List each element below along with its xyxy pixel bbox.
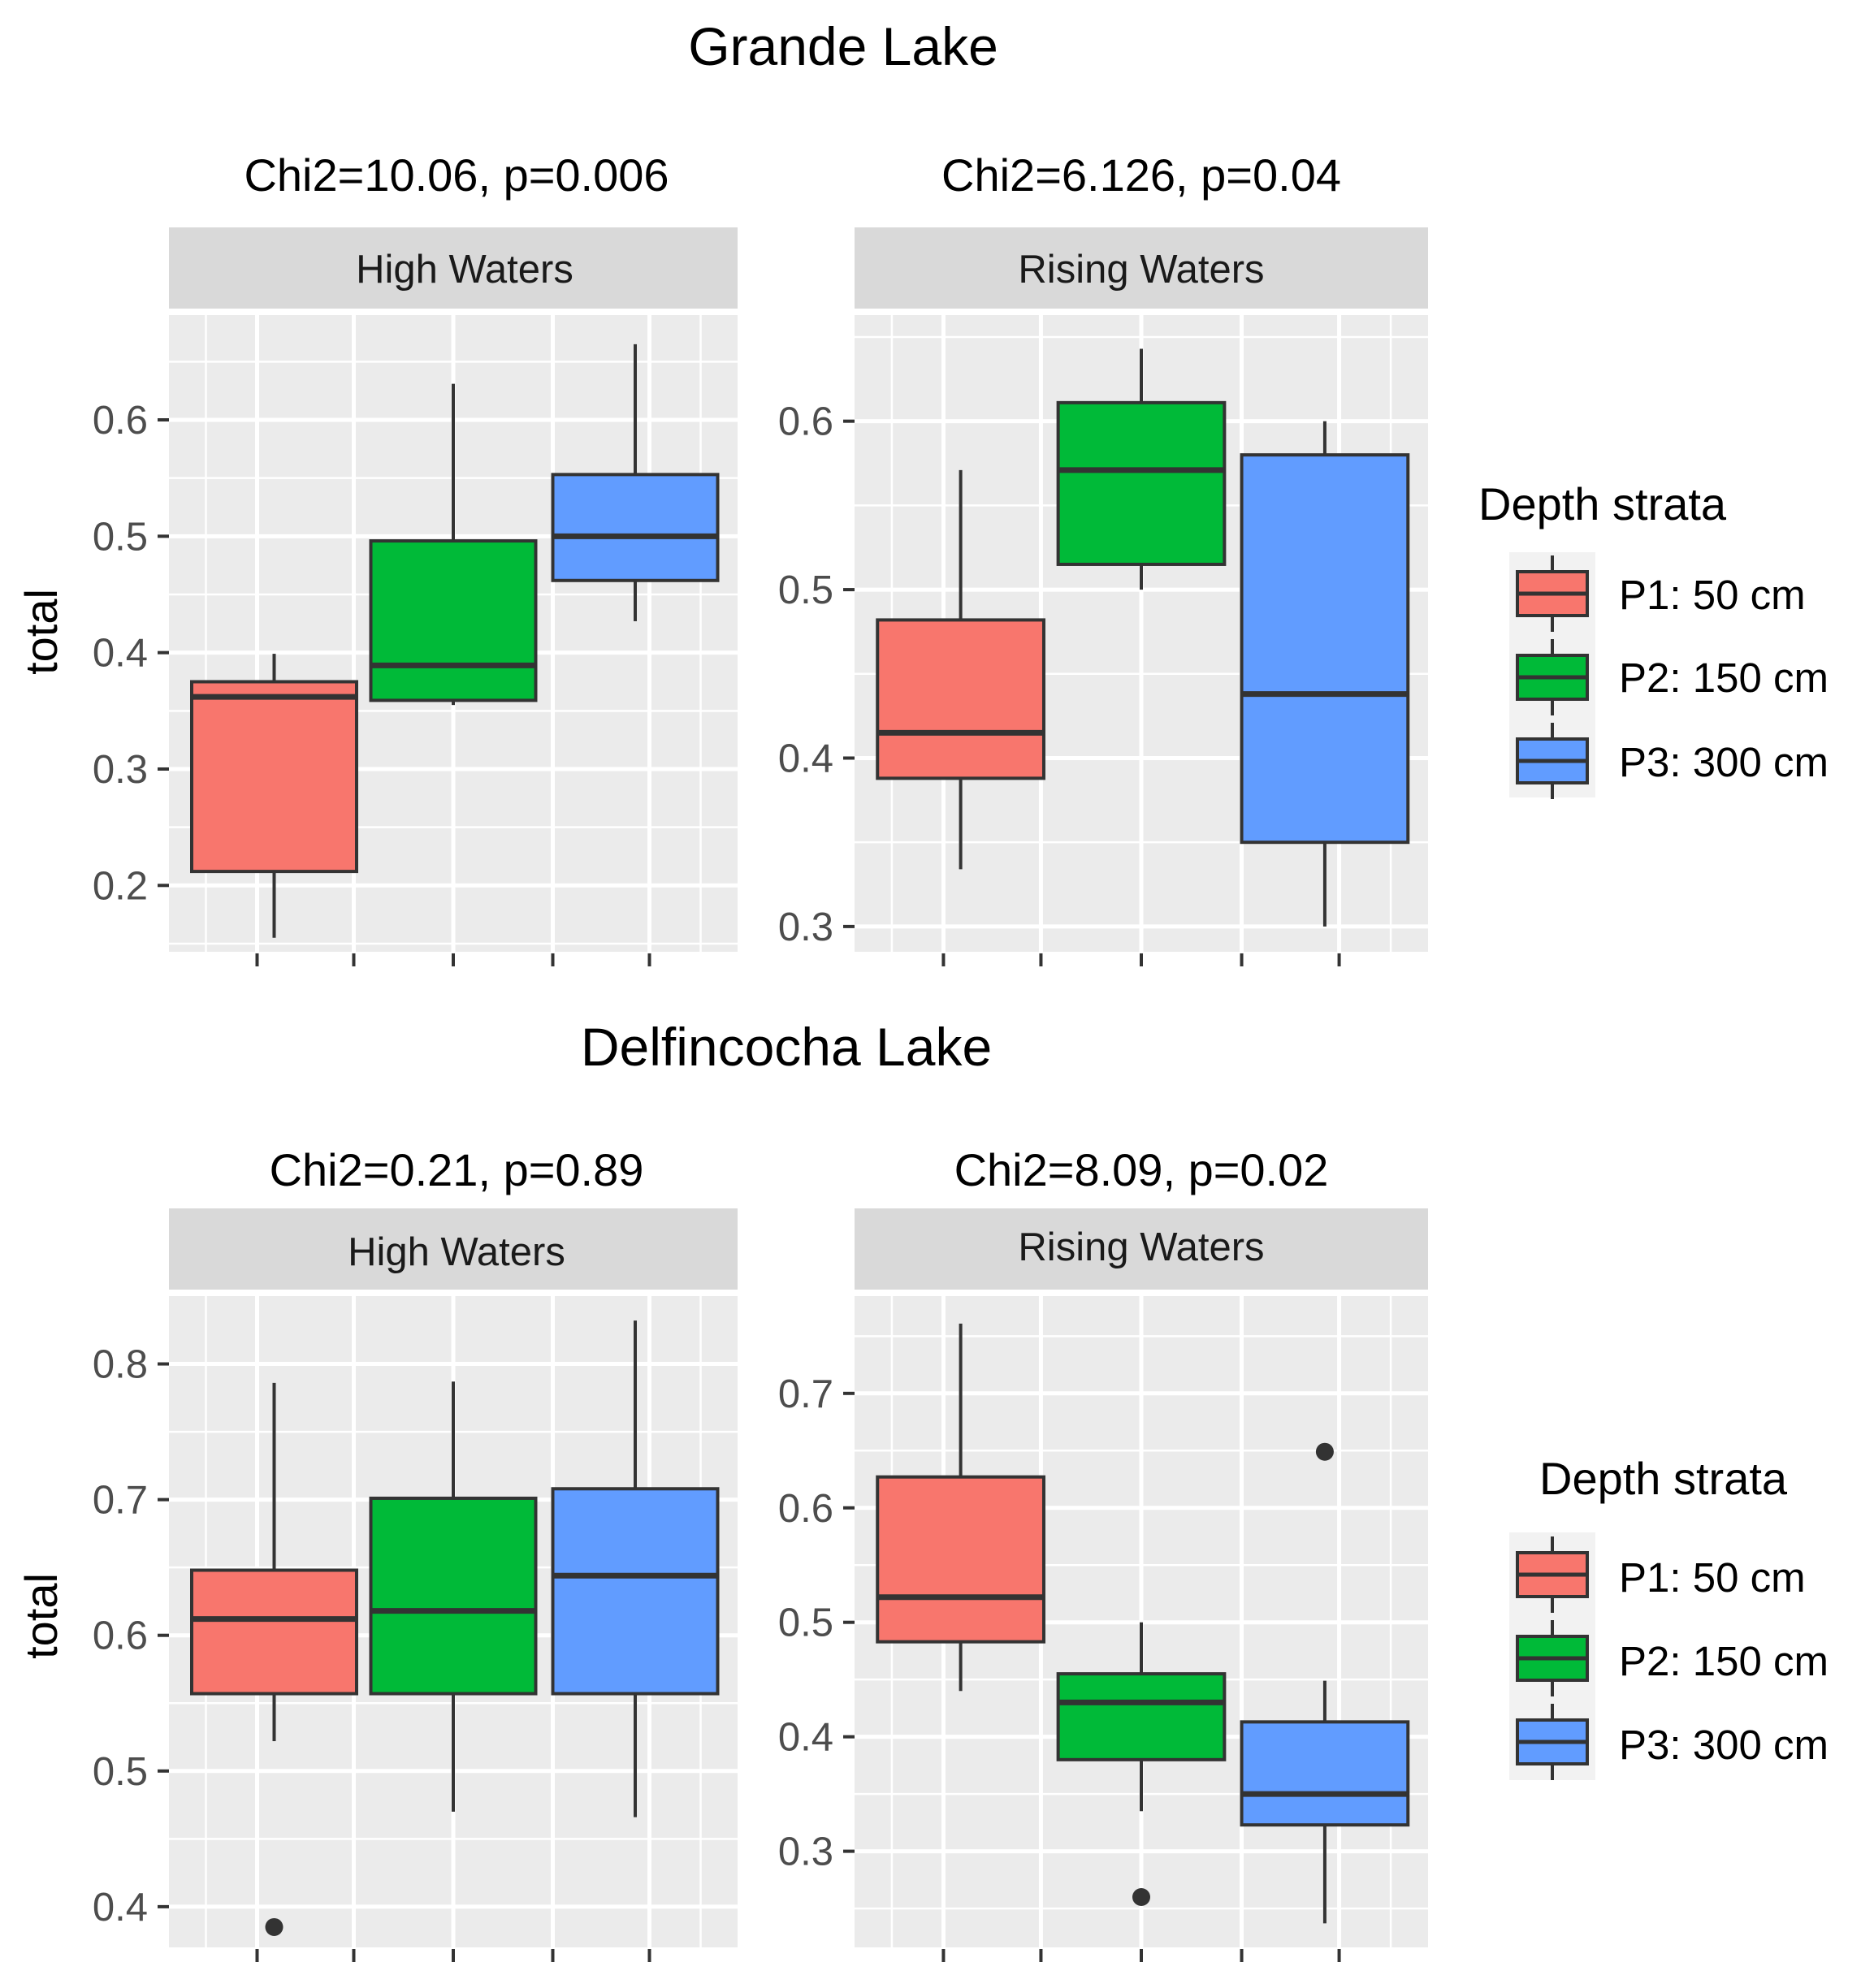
strip-background-delfincocha-rising [855,1208,1428,1290]
strip-background-grande-rising [855,227,1428,309]
y-tick-label: 0.2 [93,864,148,908]
box-p3 [1240,1720,1410,1827]
box-p2 [369,539,538,702]
y-tick-label: 0.3 [778,905,833,949]
outlier-point-p1 [265,1917,283,1936]
panel-subtitle-grande-rising: Chi2=6.126, p=0.04 [941,149,1341,201]
legend-title: Depth strata [1539,1453,1788,1504]
strip-background-delfincocha-high [169,1208,738,1290]
y-tick-label: 0.4 [93,632,148,676]
plot-panel-delfincocha-rising: 0.3 0.4 0.5 0.6 0.7 [778,1296,1428,1962]
box-p3 [551,473,720,582]
box-p1 [190,1568,358,1696]
y-axis-title-delfincocha: total [15,1573,67,1659]
y-tick-label: 0.3 [778,1830,833,1874]
y-tick-label: 0.6 [778,1487,833,1531]
y-axis-title-grande: total [15,589,67,675]
panel-subtitle-grande-high: Chi2=10.06, p=0.006 [244,149,669,201]
y-tick-label: 0.5 [778,568,833,612]
legend-label-p3: P3: 300 cm [1619,739,1829,785]
box-p3 [1240,453,1410,845]
plot-panel-delfincocha-high: 0.4 0.5 0.6 0.7 0.8 [93,1296,738,1962]
legend-label-p2: P2: 150 cm [1619,655,1829,701]
y-tick-label: 0.3 [93,748,148,792]
legend-label-p1: P1: 50 cm [1619,572,1806,618]
box-p2 [1056,1672,1227,1761]
strip-label-grande-high: High Waters [356,248,573,292]
plot-panel-grande-high: 0.2 0.3 0.4 0.5 0.6 [93,315,738,966]
legend-keys [1516,1536,1589,1780]
y-tick-label: 0.7 [93,1479,148,1523]
y-tick-label: 0.5 [93,1750,148,1794]
y-tick-label: 0.5 [778,1601,833,1645]
y-tick-label: 0.8 [93,1343,148,1387]
box-p2 [1056,400,1227,566]
y-tick-label: 0.6 [93,1614,148,1658]
y-tick-label: 0.6 [93,399,148,443]
legend-delfincocha: Depth strata P1: 50 cm P2: 150 cm P3: 30… [1509,1453,1829,1780]
strip-background-grande-high [169,227,738,309]
strip-label-grande-rising: Rising Waters [1018,248,1264,292]
y-tick-label: 0.6 [778,400,833,444]
box-p3 [551,1487,720,1696]
legend-grande: Depth strata P1: 50 cm P2: 150 cm P3: 30… [1478,478,1829,799]
panel-subtitle-delfincocha-rising: Chi2=8.09, p=0.02 [954,1144,1329,1195]
y-tick-label: 0.4 [778,737,833,780]
plot-panel-grande-rising: 0.3 0.4 0.5 0.6 [778,315,1428,966]
legend-title: Depth strata [1478,478,1727,529]
legend-label-p1: P1: 50 cm [1619,1554,1806,1601]
section-title-delfincocha-lake: Delfincocha Lake [581,1017,992,1077]
strip-label-delfincocha-rising: Rising Waters [1018,1225,1264,1269]
legend-label-p2: P2: 150 cm [1619,1638,1829,1684]
box-p1 [876,618,1045,780]
section-title-grande-lake: Grande Lake [688,16,998,76]
panel-subtitle-delfincocha-high: Chi2=0.21, p=0.89 [270,1144,644,1195]
legend-label-p3: P3: 300 cm [1619,1722,1829,1768]
outlier-point-p3 [1315,1442,1334,1461]
strip-label-delfincocha-high: High Waters [348,1230,565,1274]
y-tick-label: 0.4 [93,1886,148,1930]
y-tick-label: 0.4 [778,1716,833,1760]
box-p1 [190,680,358,874]
y-tick-label: 0.5 [93,515,148,559]
outlier-point-p2 [1132,1887,1150,1906]
box-p1 [876,1475,1045,1644]
legend-keys [1516,555,1589,799]
y-tick-label: 0.7 [778,1372,833,1416]
box-p2 [369,1496,538,1696]
